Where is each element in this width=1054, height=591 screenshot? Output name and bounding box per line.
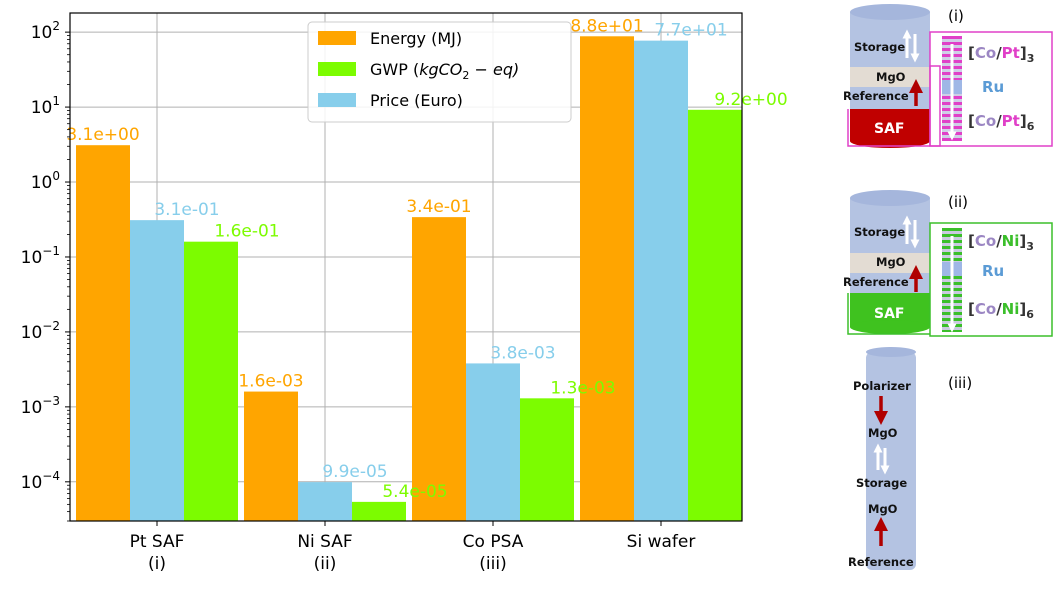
storage-layer-top bbox=[850, 190, 930, 206]
x-tick-sublabel: (iii) bbox=[479, 554, 506, 574]
saf-layer-bottom bbox=[850, 134, 930, 148]
mgo-label-upper: MgO bbox=[868, 426, 898, 440]
y-tick-label: 10−2 bbox=[21, 319, 60, 343]
bar bbox=[580, 36, 634, 522]
data-label: 3.1e+00 bbox=[66, 125, 139, 145]
data-label: 9.2e+00 bbox=[714, 90, 787, 110]
bar bbox=[466, 363, 520, 521]
y-tick-label: 100 bbox=[31, 169, 60, 193]
ru-label: Ru bbox=[982, 78, 1004, 96]
data-label: 3.1e-01 bbox=[154, 200, 219, 220]
data-label: 8.8e+01 bbox=[570, 16, 643, 36]
x-tick-sublabel: (i) bbox=[148, 554, 166, 574]
legend-gwp-suffix: − eq) bbox=[469, 60, 519, 79]
bar bbox=[520, 398, 574, 521]
multilayer-inset bbox=[929, 31, 1053, 147]
bar bbox=[130, 220, 184, 521]
polarizer-label: Polarizer bbox=[853, 379, 911, 393]
y-tick-label: 102 bbox=[31, 19, 60, 43]
legend-frame bbox=[307, 21, 572, 123]
mgo-label-lower: MgO bbox=[868, 502, 898, 516]
storage-label: Storage bbox=[854, 40, 905, 54]
data-label: 1.6e-03 bbox=[238, 372, 303, 392]
reference-label: Reference bbox=[848, 555, 914, 569]
storage-label: Storage bbox=[854, 225, 905, 239]
reference-label: Reference bbox=[843, 275, 909, 289]
x-tick-sublabel: (ii) bbox=[314, 554, 337, 574]
bar bbox=[688, 109, 742, 521]
data-labels: 3.1e+00 1.6e-03 3.4e-01 8.8e+01 3.1e-01 9.9e-… bbox=[66, 16, 787, 502]
pillar-top bbox=[866, 347, 916, 357]
legend-gwp-sub: 2 bbox=[462, 69, 469, 82]
pillar bbox=[866, 352, 916, 570]
schematic-i-label: (i) bbox=[948, 7, 964, 25]
y-tick-label: 10−4 bbox=[21, 469, 60, 493]
data-label: 3.8e-03 bbox=[490, 343, 555, 363]
data-label: 3.4e-01 bbox=[406, 197, 471, 217]
saf-label: SAF bbox=[874, 121, 904, 137]
x-axis: Pt SAF (i) Ni SAF(ii) Co PSA(iii) Si wafer bbox=[130, 521, 696, 574]
legend-label-energy: Energy (MJ) bbox=[370, 29, 462, 48]
data-label: 9.9e-05 bbox=[322, 462, 387, 482]
y-axis: 10−4 10−3 10−2 10−1 100 101 102 bbox=[21, 19, 70, 522]
legend-gwp-prefix: GWP ( bbox=[370, 60, 419, 79]
schematic-iii-label: (iii) bbox=[948, 374, 972, 392]
mgo-label: MgO bbox=[876, 255, 906, 269]
data-label: 1.3e-03 bbox=[550, 378, 615, 398]
x-tick-label: Ni SAF bbox=[297, 532, 352, 552]
inset-connector bbox=[847, 293, 930, 335]
saf-label: SAF bbox=[874, 306, 904, 322]
legend-swatch-energy bbox=[318, 31, 356, 45]
y-tick-label: 10−1 bbox=[21, 244, 60, 268]
legend-swatch-gwp bbox=[318, 62, 356, 76]
schematic-iii: (iii) Polarizer MgO Storage MgO Referenc… bbox=[848, 347, 972, 570]
bar bbox=[184, 241, 238, 522]
multilayer-inset bbox=[929, 222, 1053, 337]
plot-frame bbox=[69, 12, 743, 522]
bar bbox=[244, 391, 298, 521]
ru-label: Ru bbox=[982, 262, 1004, 280]
multilayer-top-label: [Co/Ni]3 bbox=[968, 232, 1034, 253]
schematic-i: (i) Storage MgO Reference SAF [Co/Pt]3 R… bbox=[843, 4, 1053, 148]
bar bbox=[298, 482, 352, 521]
bar bbox=[634, 40, 688, 521]
data-label: 7.7e+01 bbox=[654, 21, 727, 41]
legend-gwp-unit: kgCO bbox=[419, 60, 462, 79]
bar bbox=[412, 217, 466, 521]
x-tick-label: Co PSA bbox=[463, 532, 524, 552]
data-label: 5.4e-05 bbox=[382, 482, 447, 502]
legend: Energy (MJ) GWP (kgCO2 − eq) Price (Euro… bbox=[307, 21, 572, 123]
bar bbox=[352, 501, 406, 521]
schematic-ii: (ii) Storage MgO Reference SAF [Co/Ni]3 … bbox=[843, 190, 1053, 337]
legend-label-price: Price (Euro) bbox=[370, 91, 463, 110]
legend-swatch-price bbox=[318, 93, 356, 107]
storage-label: Storage bbox=[856, 476, 907, 490]
x-tick-label: Pt SAF bbox=[130, 532, 185, 552]
schematic-ii-label: (ii) bbox=[948, 193, 968, 211]
bar bbox=[76, 145, 130, 521]
bars bbox=[76, 36, 742, 522]
multilayer-bottom-label: [Co/Pt]6 bbox=[968, 112, 1035, 133]
y-tick-label: 101 bbox=[31, 94, 60, 118]
x-tick-label: Si wafer bbox=[627, 532, 696, 552]
multilayer-bottom-label: [Co/Ni]6 bbox=[968, 300, 1034, 321]
data-label: 1.6e-01 bbox=[214, 222, 279, 242]
reference-label: Reference bbox=[843, 89, 909, 103]
y-tick-label: 10−3 bbox=[21, 394, 60, 418]
multilayer-top-label: [Co/Pt]3 bbox=[968, 44, 1034, 65]
saf-layer-bottom bbox=[850, 320, 930, 334]
legend-label-gwp: GWP (kgCO2 − eq) bbox=[370, 60, 519, 82]
storage-layer-top bbox=[850, 4, 930, 20]
mgo-label: MgO bbox=[876, 70, 906, 84]
